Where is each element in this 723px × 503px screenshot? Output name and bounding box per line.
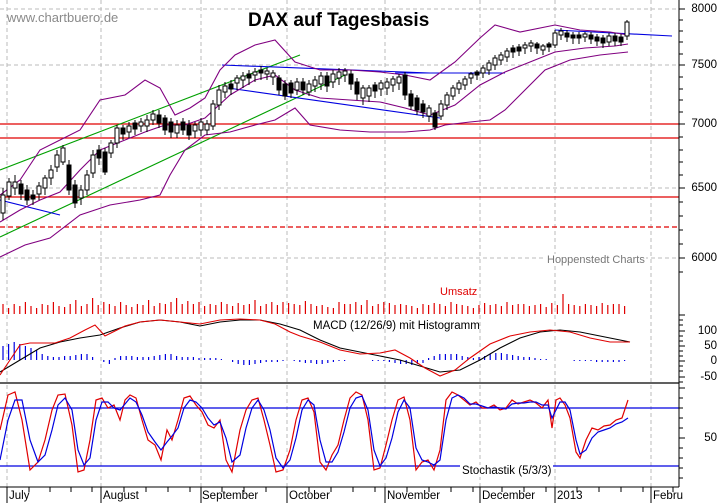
price-tick-8000: 8000 xyxy=(691,3,717,15)
month-july: July xyxy=(9,490,30,502)
price-tick-7500: 7500 xyxy=(691,59,717,71)
volume-bars xyxy=(2,294,626,314)
macd-tick-0: 0 xyxy=(710,355,717,367)
grid-horizontal xyxy=(0,8,679,259)
volume-label: Umsatz xyxy=(440,286,478,298)
stochastic-d-line xyxy=(0,394,629,469)
price-tick-6000: 6000 xyxy=(691,252,717,264)
macd-signal-line xyxy=(0,319,631,373)
month-november: November xyxy=(387,490,441,502)
month-october: October xyxy=(289,490,330,502)
support-lines xyxy=(0,123,679,228)
stochastic-label: Stochastik (5/3/3) xyxy=(460,465,554,477)
candlesticks xyxy=(0,20,630,220)
watermark: www.chartbuero.de xyxy=(7,10,119,25)
macd-line xyxy=(0,318,630,377)
month-august: August xyxy=(103,490,139,502)
price-tick-6500: 6500 xyxy=(691,182,717,194)
macd-tick-minus50: -50 xyxy=(700,371,717,383)
macd-tick-50: 50 xyxy=(704,340,717,352)
macd-histogram xyxy=(2,342,626,365)
month-december: December xyxy=(482,490,536,502)
stoch-tick-50: 50 xyxy=(704,432,717,444)
source-label: Hoppenstedt Charts xyxy=(546,254,646,266)
bottom-axis xyxy=(0,486,679,503)
macd-label: MACD (12/26/9) mit Histogramm xyxy=(313,320,480,332)
price-tick-7000: 7000 xyxy=(691,118,717,130)
month-september: September xyxy=(202,490,259,502)
macd-tick-100: 100 xyxy=(697,325,717,337)
right-axis xyxy=(678,0,685,487)
bollinger-bands xyxy=(0,24,629,258)
chart-title: DAX auf Tagesbasis xyxy=(248,10,430,31)
month-february: Febru xyxy=(653,490,684,502)
month-2013: 2013 xyxy=(557,490,583,502)
trend-channel xyxy=(0,54,346,238)
